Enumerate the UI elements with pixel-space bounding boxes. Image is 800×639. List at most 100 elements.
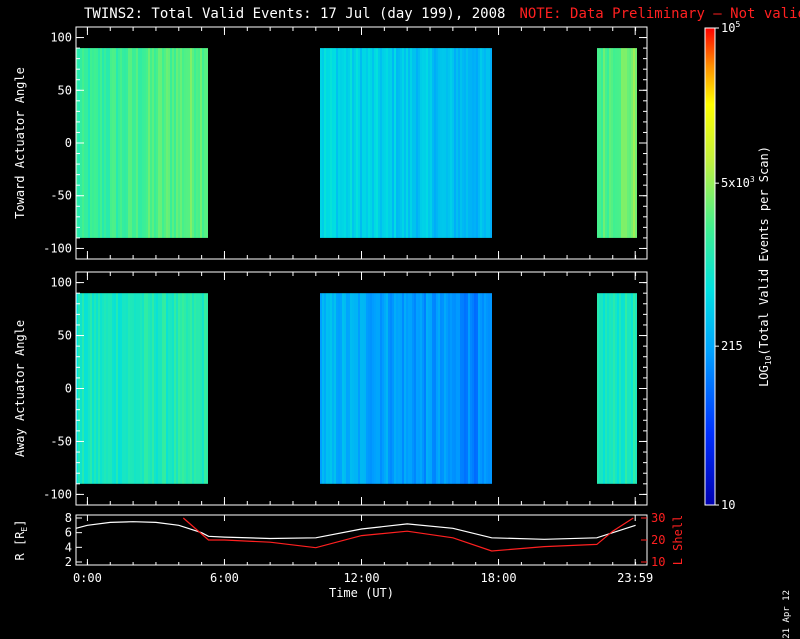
heatmap-column <box>599 293 601 484</box>
heatmap-column <box>196 293 198 484</box>
heatmap-column <box>486 293 488 484</box>
heatmap-column <box>380 293 382 484</box>
y-tick-label: -50 <box>50 189 72 203</box>
heatmap-column <box>488 48 490 238</box>
heatmap-column <box>418 48 420 238</box>
heatmap-column <box>398 48 400 238</box>
orbit-left-tick-label: 8 <box>65 511 72 525</box>
heatmap-column <box>344 293 346 484</box>
heatmap-column <box>434 48 436 238</box>
heatmap-column <box>330 293 332 484</box>
heatmap-column <box>364 293 366 484</box>
heatmap-column <box>629 293 631 484</box>
heatmap-column <box>446 48 448 238</box>
colorbar-frame <box>704 27 716 506</box>
heatmap-column <box>152 48 154 238</box>
heatmap-column <box>340 293 342 484</box>
heatmap-column <box>424 293 426 484</box>
heatmap-column <box>342 48 344 238</box>
heatmap-column <box>398 293 400 484</box>
heatmap-column <box>362 293 364 484</box>
heatmap-column <box>607 293 609 484</box>
heatmap-column <box>328 293 330 484</box>
orbit-left-tick-label: 6 <box>65 526 72 540</box>
heatmap-column <box>426 48 428 238</box>
heatmap-column <box>192 48 194 238</box>
heatmap-column <box>184 293 186 484</box>
heatmap-column <box>156 293 158 484</box>
heatmap-column <box>404 48 406 238</box>
heatmap-column <box>418 293 420 484</box>
heatmap-column <box>428 48 430 238</box>
heatmap-column <box>613 293 615 484</box>
heatmap-column <box>110 48 112 238</box>
heatmap-column <box>470 48 472 238</box>
heatmap-column <box>388 293 390 484</box>
figure: TWINS2: Total Valid Events: 17 Jul (day … <box>13 6 800 639</box>
colorbar: 105 5x103 215 10 LOG10(Total Valid Events pe… <box>704 20 773 512</box>
heatmap-column <box>320 293 322 484</box>
heatmap-column <box>178 48 180 238</box>
heatmap-column <box>338 293 340 484</box>
heatmap-column <box>454 48 456 238</box>
heatmap-column <box>334 48 336 238</box>
y-tick-label: 50 <box>58 329 72 343</box>
heatmap-column <box>617 48 619 238</box>
heatmap-column <box>376 48 378 238</box>
heatmap-column <box>388 48 390 238</box>
heatmap-column <box>176 293 178 484</box>
heatmap-column <box>440 48 442 238</box>
figure-title: TWINS2: Total Valid Events: 17 Jul (day … <box>84 6 800 22</box>
heatmap-column <box>192 293 194 484</box>
heatmap-column <box>206 293 208 484</box>
heatmap-column <box>440 293 442 484</box>
heatmap-column <box>434 293 436 484</box>
heatmap-column <box>138 48 140 238</box>
heatmap-column <box>374 293 376 484</box>
heatmap-column <box>328 48 330 238</box>
colorbar-tick-label: 105 <box>721 20 740 35</box>
heatmap-column <box>134 48 136 238</box>
heatmap-column <box>158 293 160 484</box>
heatmap-column <box>605 293 607 484</box>
orbit-series-right <box>182 517 634 552</box>
heatmap-column <box>426 293 428 484</box>
heatmap-column <box>176 48 178 238</box>
heatmap-column <box>635 48 637 238</box>
y-tick-label: -100 <box>43 241 72 255</box>
heatmap-column <box>142 48 144 238</box>
orbit-left-tick-label: 2 <box>65 555 72 569</box>
y-tick-label: 50 <box>58 83 72 97</box>
heatmap-column <box>597 48 599 238</box>
orbit-right-tick-label: 30 <box>651 511 665 525</box>
orbit-right-tick-label: 20 <box>651 533 665 547</box>
heatmap-column <box>144 293 146 484</box>
heatmap-column <box>402 293 404 484</box>
x-tick-label: 12:00 <box>343 571 379 585</box>
heatmap-column <box>430 293 432 484</box>
heatmap-column <box>382 293 384 484</box>
x-tick-label: 0:00 <box>73 571 102 585</box>
heatmap-column <box>458 293 460 484</box>
heatmap-column <box>320 48 322 238</box>
heatmap-column <box>106 48 108 238</box>
heatmap-column <box>486 48 488 238</box>
heatmap-column <box>358 293 360 484</box>
heatmap-column <box>168 293 170 484</box>
heatmap-column <box>112 293 114 484</box>
heatmap-column <box>466 293 468 484</box>
heatmap-column <box>88 293 90 484</box>
heatmap-column <box>114 48 116 238</box>
heatmap-column <box>392 293 394 484</box>
heatmap-column <box>438 293 440 484</box>
heatmap-column <box>627 293 629 484</box>
heatmap-column <box>448 48 450 238</box>
heatmap-column <box>360 48 362 238</box>
heatmap-column <box>420 48 422 238</box>
heatmap-column <box>152 293 154 484</box>
heatmap-column <box>86 293 88 484</box>
heatmap-column <box>442 48 444 238</box>
heatmap-column <box>458 48 460 238</box>
heatmap-column <box>120 293 122 484</box>
